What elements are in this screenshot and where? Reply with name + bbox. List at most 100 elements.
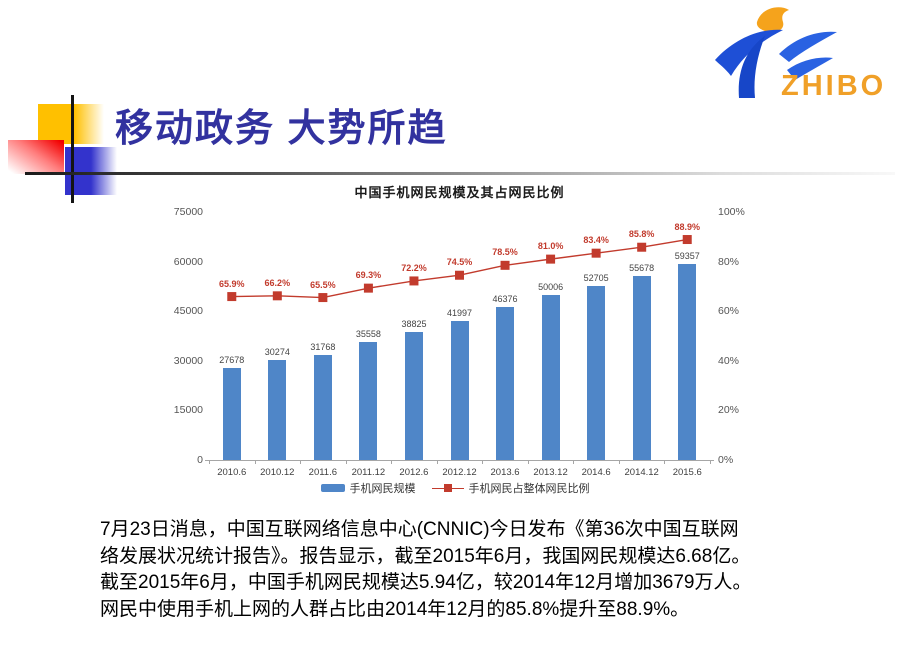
logo-stroke-4 <box>787 57 833 80</box>
logo-stroke-2 <box>738 36 765 98</box>
x-axis-category-label: 2012.12 <box>442 467 477 478</box>
x-axis-tick <box>527 460 529 464</box>
legend-item-line: 手机网民占整体网民比例 <box>431 480 590 496</box>
deco-horizontal-rule <box>25 172 895 175</box>
x-axis-tick <box>664 460 666 464</box>
bar-2011.6 <box>313 354 332 460</box>
bar-value-label: 50006 <box>538 281 564 292</box>
y2-axis-tick-label: 60% <box>718 305 740 318</box>
x-axis-line <box>205 460 714 461</box>
line-marker <box>591 248 601 258</box>
line-point-label: 65.5% <box>310 279 336 290</box>
x-axis-category-label: 2013.12 <box>533 467 568 478</box>
line-point-label: 66.2% <box>264 277 291 288</box>
y-axis-tick-label: 0 <box>197 454 203 466</box>
bar-2011.12 <box>359 342 378 460</box>
y-axis-tick-label: 30000 <box>173 354 203 367</box>
x-axis-tick <box>618 460 620 464</box>
x-axis-category-label: 2015.6 <box>672 467 702 478</box>
x-axis-category-label: 2011.6 <box>308 467 338 478</box>
bar-2014.6 <box>587 285 606 460</box>
y-axis-tick-label: 75000 <box>173 206 203 218</box>
logo-stroke-3 <box>779 31 837 62</box>
bar-value-label: 27678 <box>219 355 245 366</box>
legend-label: 手机网民规模 <box>349 483 416 495</box>
body-paragraph: 7月23日消息，中国互联网络信息中心(CNNIC)今日发布《第36次中国互联网络… <box>100 517 840 623</box>
x-axis-tick <box>300 460 302 464</box>
y2-axis-tick-label: 80% <box>718 255 740 268</box>
logo-text: ZHIBO <box>781 70 885 102</box>
x-axis-tick <box>573 460 575 464</box>
x-axis-category-label: 2014.6 <box>581 467 611 478</box>
x-axis-category-label: 2011.12 <box>351 467 386 478</box>
percentage-line-series <box>227 235 692 303</box>
x-axis-tick <box>209 460 210 464</box>
bar-2015.6 <box>678 263 697 460</box>
bar-2014.12 <box>632 275 651 460</box>
line-marker <box>682 235 692 245</box>
legend-label: 手机网民占整体网民比例 <box>468 483 590 495</box>
bar-value-label: 55678 <box>629 262 655 273</box>
x-axis-tick <box>391 460 393 464</box>
deco-vertical-line <box>71 95 74 203</box>
bar-value-label: 52705 <box>583 272 609 283</box>
y2-axis-tick-label: 0% <box>718 454 734 466</box>
bar-2013.6 <box>496 306 515 460</box>
x-axis-category-label: 2010.12 <box>260 467 295 478</box>
bar-2012.6 <box>404 331 423 460</box>
bar-value-label: 38825 <box>401 318 427 329</box>
body-line: 络发展状况统计报告》。报告显示，截至2015年6月，我国网民规模达6.68亿。 <box>100 545 751 567</box>
bar-value-label: 30274 <box>264 346 290 357</box>
slide-title: 移动政务 大势所趋 <box>115 108 448 150</box>
line-point-label: 65.9% <box>219 278 245 289</box>
line-point-label: 74.5% <box>446 257 473 268</box>
bar-value-label: 59357 <box>674 250 700 261</box>
body-line: 网民中使用手机上网的人群占比由2014年12月的85.8%提升至88.9%。 <box>100 598 690 620</box>
line-point-label: 88.9% <box>674 221 700 232</box>
line-point-label: 78.5% <box>492 247 518 258</box>
line-marker <box>363 283 373 293</box>
y2-axis-tick-label: 40% <box>718 354 740 367</box>
bar-2012.12 <box>450 321 469 460</box>
chart-legend: 手机网民规模 手机网民占整体网民比例 <box>145 480 765 496</box>
bar-value-label: 35558 <box>355 329 381 340</box>
deco-red-square <box>8 140 64 174</box>
bar-value-label: 31768 <box>310 341 336 352</box>
x-axis-category-label: 2013.6 <box>490 467 520 478</box>
mobile-netizen-chart: 中国手机网民规模及其占网民比例 0 15000 30000 45000 60000 750… <box>145 180 765 510</box>
body-line: 7月23日消息，中国互联网络信息中心(CNNIC)今日发布《第36次中国互联网 <box>100 519 739 540</box>
line-point-label: 72.2% <box>401 262 427 273</box>
bar-legend-swatch <box>320 484 345 492</box>
y2-axis-tick-label: 20% <box>718 404 740 417</box>
x-axis-tick <box>345 460 347 464</box>
x-axis-category-label: 2012.6 <box>399 467 429 478</box>
line-marker <box>546 254 556 264</box>
line-marker <box>227 292 237 302</box>
line-marker <box>637 242 647 252</box>
bar-value-label: 41997 <box>446 308 473 319</box>
bar-2010.6 <box>222 368 241 460</box>
line-marker <box>272 291 282 301</box>
y-axis-tick-label: 45000 <box>173 305 203 318</box>
chart-title: 中国手机网民规模及其占网民比例 <box>354 185 565 200</box>
x-axis-category-label: 2010.6 <box>217 467 247 478</box>
bar-2010.12 <box>268 359 287 460</box>
line-legend-swatch <box>431 484 464 493</box>
logo-flame-icon <box>756 7 789 33</box>
x-axis-tick <box>254 460 256 464</box>
y-axis-tick-label: 60000 <box>173 255 203 268</box>
bar-2013.12 <box>541 294 560 460</box>
bar-value-label: 46376 <box>492 293 518 304</box>
line-marker <box>409 276 419 286</box>
zhibo-logo: ZHIBO <box>715 7 885 102</box>
body-line: 截至2015年6月，中国手机网民规模达5.94亿，较2014年12月增加3679… <box>100 572 752 593</box>
line-point-label: 85.8% <box>628 229 655 240</box>
y2-axis-tick-label: 100% <box>718 206 745 218</box>
line-marker <box>318 293 328 303</box>
line-point-label: 69.3% <box>355 270 382 281</box>
y-axis-tick-label: 15000 <box>173 404 203 417</box>
line-marker <box>455 270 464 280</box>
x-axis-tick <box>436 460 438 464</box>
line-marker <box>500 260 510 270</box>
